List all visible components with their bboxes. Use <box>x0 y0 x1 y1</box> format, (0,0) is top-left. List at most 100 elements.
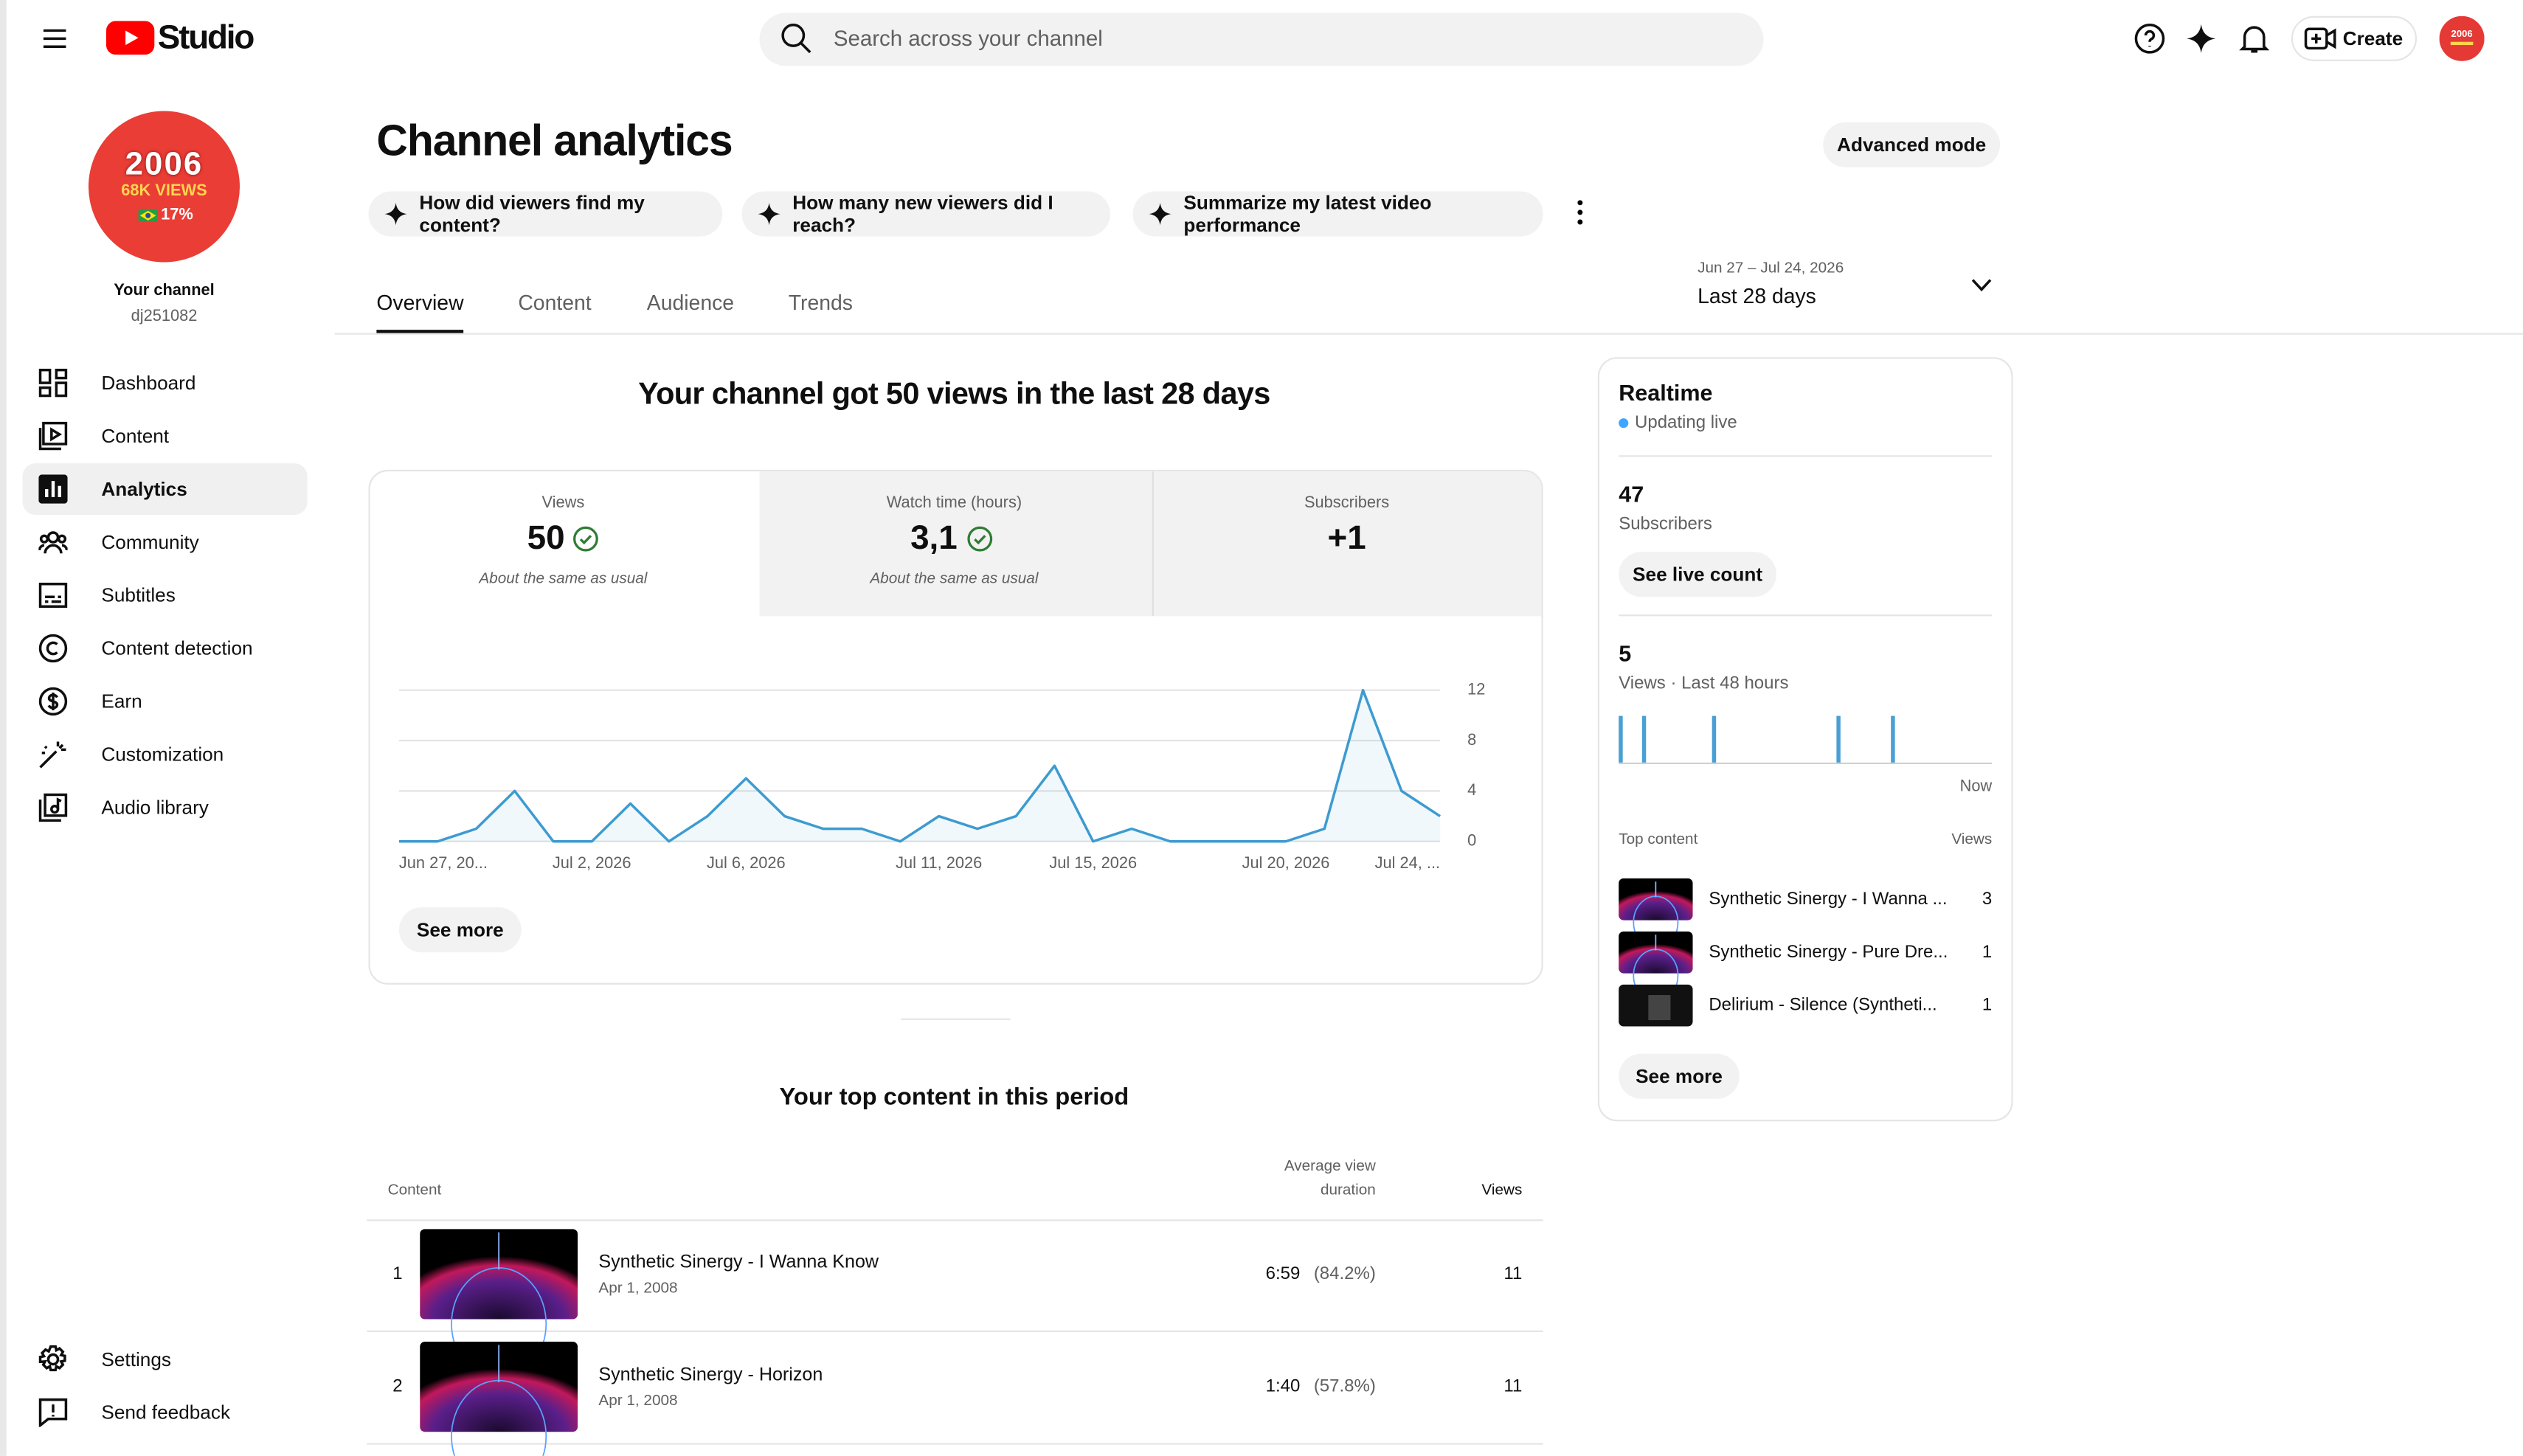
create-icon[interactable] <box>2304 26 2336 52</box>
nav-icon[interactable] <box>38 474 68 504</box>
feedback-icon[interactable] <box>38 1398 68 1427</box>
views: 1 <box>1982 943 1993 963</box>
chip-label[interactable]: Summarize my latest video performance <box>1183 191 1432 237</box>
search-placeholder[interactable]: Search across your channel <box>833 26 1103 51</box>
video-title[interactable]: Synthetic Sinergy - I Wanna Know <box>598 1253 879 1273</box>
logo-icon[interactable] <box>105 21 155 55</box>
metric-value[interactable]: +1 <box>1327 519 1366 557</box>
metric-label[interactable]: Views <box>541 494 585 513</box>
headline: Your channel got 50 views in the last 28… <box>638 378 1270 412</box>
nav-item[interactable]: Customization <box>101 743 224 766</box>
subscriber-label: Subscribers <box>1619 514 1712 535</box>
divider <box>367 1330 1543 1332</box>
logo-text[interactable]: Studio <box>157 19 255 57</box>
search-box[interactable] <box>759 13 1764 66</box>
help-icon[interactable] <box>2133 23 2166 55</box>
button-label[interactable]: See more <box>416 918 504 941</box>
metric-value[interactable]: 3,1 <box>910 519 958 557</box>
metric-label[interactable]: Subscribers <box>1304 494 1390 513</box>
nav-item[interactable]: Subtitles <box>101 583 176 607</box>
period[interactable]: Last 28 days <box>1697 283 1816 308</box>
column-header[interactable]: duration <box>1320 1182 1376 1200</box>
nav-icon[interactable] <box>38 527 68 556</box>
thumbnail <box>1619 878 1693 921</box>
menu-button[interactable] <box>42 26 68 52</box>
create-button[interactable] <box>2291 15 2418 61</box>
settings-icon[interactable] <box>38 1345 67 1373</box>
views: 11 <box>1503 1264 1523 1284</box>
column-header: Content <box>387 1182 442 1200</box>
rank: 2 <box>392 1377 403 1397</box>
sparkle-icon <box>758 202 780 226</box>
chip-label[interactable]: How did viewers find my content? <box>419 191 645 237</box>
bar <box>1712 715 1717 763</box>
x-tick-label: Jul 20, 2026 <box>1242 853 1330 872</box>
x-tick-label: Jul 24, ... <box>1375 853 1440 872</box>
nav-item[interactable]: Content <box>101 424 170 448</box>
avatar-views: 68K VIEWS <box>121 182 207 201</box>
button-label[interactable]: See live count <box>1633 563 1763 586</box>
section-title: Your top content in this period <box>779 1083 1129 1112</box>
video-date: Apr 1, 2008 <box>598 1392 678 1410</box>
metric-value[interactable]: 50 <box>527 519 565 557</box>
nav-item[interactable]: Settings <box>101 1348 171 1371</box>
nav-item[interactable]: Analytics <box>101 477 187 501</box>
metric-label[interactable]: Watch time (hours) <box>886 494 1022 513</box>
advanced-mode-button[interactable]: Advanced mode <box>1823 122 2001 167</box>
nav-icon[interactable] <box>38 634 68 663</box>
y-tick-label: 4 <box>1467 780 1476 799</box>
channel-avatar[interactable] <box>88 111 240 263</box>
avatar-year: 2006 <box>125 147 204 183</box>
more-button[interactable] <box>1575 199 1585 225</box>
live-status: Updating live <box>1635 413 1737 433</box>
nav-icon[interactable] <box>38 580 68 609</box>
see-more-button[interactable]: See more <box>1619 1053 1740 1099</box>
column-header[interactable]: Average view <box>1284 1157 1376 1176</box>
video-title[interactable]: Synthetic Sinergy - Pure Dre... <box>1709 943 1948 963</box>
tab-active[interactable]: Overview <box>376 290 464 315</box>
divider <box>367 1219 1543 1221</box>
tab[interactable]: Trends <box>788 290 853 315</box>
nav-icon[interactable] <box>38 421 68 451</box>
column-header[interactable]: Views <box>1481 1182 1523 1200</box>
account-avatar[interactable]: 2006 <box>2439 15 2485 61</box>
suggestion-chip[interactable]: How many new viewers did I reach? <box>741 191 1110 237</box>
dropdown-icon[interactable] <box>1971 278 1992 293</box>
channel-label: Your channel <box>114 282 215 300</box>
nav-item[interactable]: Community <box>101 530 199 554</box>
nav-icon[interactable] <box>38 740 67 769</box>
divider <box>1619 614 1993 617</box>
ai-icon[interactable] <box>2187 24 2216 53</box>
button-label[interactable]: See more <box>1636 1064 1723 1088</box>
avg-percent: (57.8%) <box>1313 1377 1376 1397</box>
video-title[interactable]: Synthetic Sinergy - I Wanna ... <box>1709 890 1948 909</box>
video-title[interactable]: Synthetic Sinergy - Horizon <box>598 1365 823 1385</box>
video-title[interactable]: Delirium - Silence (Syntheti... <box>1709 996 1937 1016</box>
nav-icon[interactable] <box>38 368 68 398</box>
button-label[interactable]: Advanced mode <box>1837 134 1987 156</box>
tab[interactable]: Content <box>518 290 592 315</box>
views: 11 <box>1503 1377 1523 1397</box>
see-more-button[interactable]: See more <box>398 907 522 953</box>
suggestion-chip[interactable]: Summarize my latest video performance <box>1132 191 1543 237</box>
nav-item[interactable]: Earn <box>101 690 142 713</box>
nav-icon[interactable] <box>38 687 68 716</box>
page-title: Channel analytics <box>376 117 733 165</box>
nav-item[interactable]: Content detection <box>101 637 253 660</box>
nav-icon[interactable] <box>38 793 68 822</box>
metric-divider <box>1152 471 1154 617</box>
date-range[interactable]: Jun 27 – Jul 24, 2026 <box>1697 260 1844 278</box>
realtime-card <box>1597 357 2013 1122</box>
rank: 1 <box>392 1264 403 1284</box>
search-icon[interactable] <box>781 23 813 55</box>
nav-item[interactable]: Audio library <box>101 796 209 819</box>
nav-item[interactable]: Dashboard <box>101 371 196 395</box>
tab[interactable]: Audience <box>646 290 735 315</box>
nav-item[interactable]: Send feedback <box>101 1401 231 1424</box>
create-label[interactable]: Create <box>2342 27 2403 50</box>
notifications-icon[interactable] <box>2238 23 2271 55</box>
see-live-button[interactable]: See live count <box>1619 552 1776 597</box>
chip-label[interactable]: How many new viewers did I reach? <box>792 191 1053 237</box>
avg-percent: (84.2%) <box>1313 1264 1376 1284</box>
suggestion-chip[interactable]: How did viewers find my content? <box>368 191 723 237</box>
